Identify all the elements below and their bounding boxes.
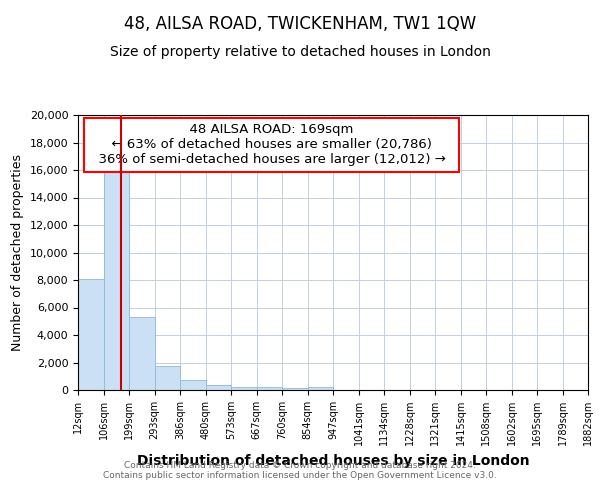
- Bar: [104, 162, 129, 390]
- Bar: [282, 388, 308, 390]
- Bar: [231, 387, 257, 390]
- X-axis label: Distribution of detached houses by size in London: Distribution of detached houses by size …: [137, 454, 529, 468]
- Text: Size of property relative to detached houses in London: Size of property relative to detached ho…: [110, 45, 490, 59]
- Bar: [78, 278, 104, 390]
- Text: 48 AILSA ROAD: 169sqm  
  ← 63% of detached houses are smaller (20,786)  
  36% : 48 AILSA ROAD: 169sqm ← 63% of detached …: [89, 123, 454, 166]
- Bar: [257, 387, 282, 390]
- Bar: [155, 366, 180, 390]
- Bar: [180, 380, 206, 390]
- Bar: [206, 385, 231, 390]
- Text: Contains HM Land Registry data © Crown copyright and database right 2024.
Contai: Contains HM Land Registry data © Crown c…: [103, 460, 497, 480]
- Y-axis label: Number of detached properties: Number of detached properties: [11, 154, 24, 351]
- Bar: [308, 387, 333, 390]
- Text: 48, AILSA ROAD, TWICKENHAM, TW1 1QW: 48, AILSA ROAD, TWICKENHAM, TW1 1QW: [124, 15, 476, 33]
- Bar: [129, 317, 155, 390]
